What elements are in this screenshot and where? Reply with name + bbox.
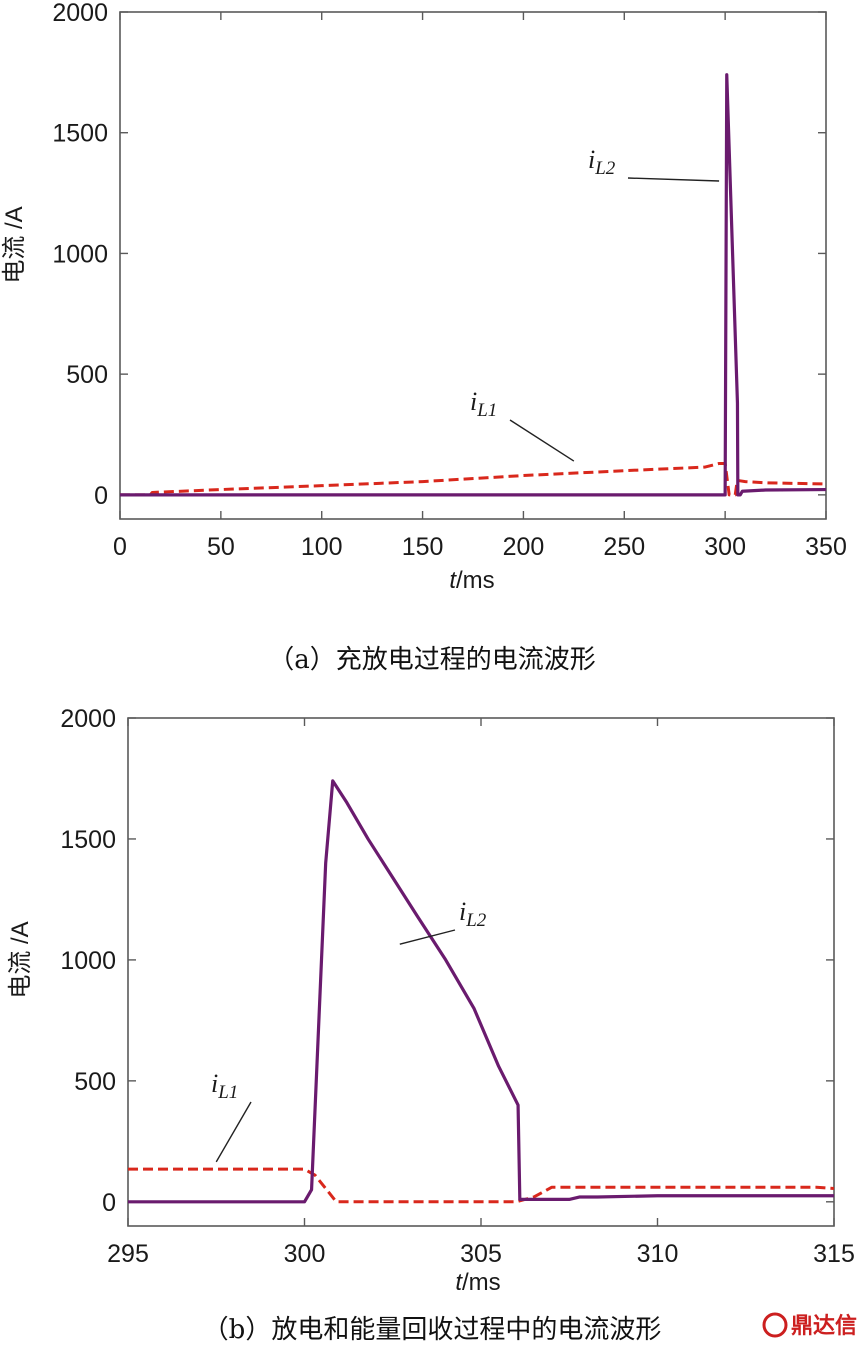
y-tick-label: 2000 [52, 0, 108, 27]
plot-frame [127, 717, 835, 1227]
series-label-sub: L1 [476, 400, 497, 421]
series-label-main: i [588, 145, 595, 174]
y-tick-label: 1500 [60, 826, 116, 854]
series-label-sub: L2 [465, 910, 487, 931]
series-label-iL1: iL1 [211, 1069, 238, 1103]
x-tick-label: 350 [805, 533, 847, 561]
series-label-main: i [459, 897, 466, 926]
series-label-iL2: iL2 [459, 897, 487, 931]
series-line-iL2 [128, 779, 834, 1204]
x-tick-label: 200 [503, 533, 545, 561]
series-group [120, 73, 826, 497]
series-line-iL2 [120, 73, 826, 497]
y-tick-label: 500 [74, 1068, 116, 1096]
leader-line-iL1 [215, 1101, 252, 1163]
series-label-sub: L2 [594, 158, 616, 179]
y-tick-label: 0 [94, 482, 108, 510]
chart-caption: （b）放电和能量回收过程中的电流波形 [203, 1315, 662, 1345]
y-tick-label: 1000 [52, 240, 108, 268]
leader-line-iL2 [627, 177, 720, 182]
y-tick-label: 500 [66, 361, 108, 389]
badge-icon [762, 1312, 788, 1338]
chart-a: 0 50 100 150 200 250 300 350 0 500 1000 1500 2000 电流 … [1, 0, 847, 675]
x-tick-label: 300 [284, 1240, 326, 1268]
plot-frame [119, 11, 827, 520]
watermark-text: 鼎达信 [791, 1313, 857, 1339]
x-axis-label-var: t [449, 567, 457, 594]
y-axis-label: 电流 /A [1, 206, 28, 283]
x-axis-label-unit: /ms [462, 1269, 501, 1296]
x-axis-label: t/ms [455, 1269, 500, 1296]
x-tick-label: 310 [637, 1240, 679, 1268]
y-tick-label: 1000 [60, 947, 116, 975]
leader-line-iL2 [399, 929, 456, 945]
x-tick-label: 300 [704, 533, 746, 561]
x-tick-label: 50 [207, 533, 235, 561]
x-tick-label: 315 [813, 1240, 855, 1268]
series-label-iL1: iL1 [470, 387, 497, 421]
x-tick-label: 295 [107, 1240, 149, 1268]
x-tick-label: 305 [460, 1240, 502, 1268]
series-label-main: i [470, 387, 477, 416]
y-tick-label: 1500 [52, 120, 108, 148]
x-tick-label: 150 [402, 533, 444, 561]
x-tick-label: 100 [301, 533, 343, 561]
y-tick-label: 2000 [60, 705, 116, 733]
leader-line-iL1 [509, 419, 575, 462]
watermark: 鼎达信 [762, 1312, 857, 1339]
series-label-main: i [211, 1069, 218, 1098]
x-tick-label: 250 [603, 533, 645, 561]
y-axis-label: 电流 /A [7, 921, 34, 998]
series-line-iL1 [120, 461, 826, 497]
y-tick-label: 0 [102, 1189, 116, 1217]
series-label-sub: L1 [217, 1082, 238, 1103]
x-tick-label: 0 [113, 533, 127, 561]
x-axis-label-var: t [455, 1269, 463, 1296]
x-axis-label-unit: /ms [456, 567, 495, 594]
chart-caption: （a）充放电过程的电流波形 [268, 645, 596, 675]
series-label-iL2: iL2 [588, 145, 616, 179]
chart-b: 295 300 305 310 315 0 500 1000 1500 2000 电流 /A t/ms… [7, 705, 855, 1345]
series-group [128, 779, 834, 1204]
x-axis-label: t/ms [449, 567, 494, 594]
